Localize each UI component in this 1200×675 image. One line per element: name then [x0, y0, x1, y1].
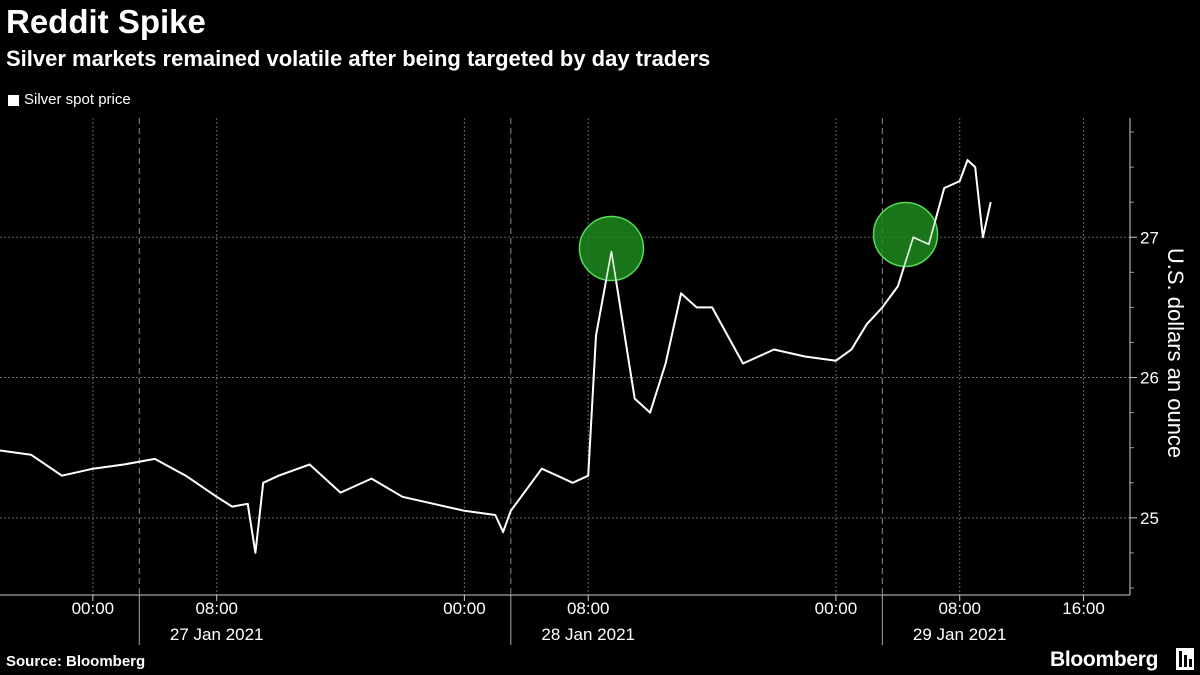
chart-subtitle: Silver markets remained volatile after b… — [6, 46, 711, 71]
x-date-label: 29 Jan 2021 — [913, 625, 1007, 644]
bloomberg-logo: Bloomberg — [1050, 648, 1159, 671]
bloomberg-terminal-icon — [1176, 648, 1194, 670]
x-tick-label: 00:00 — [815, 599, 858, 618]
x-date-label: 27 Jan 2021 — [170, 625, 264, 644]
y-tick-label: 27 — [1140, 228, 1159, 247]
source-note: Source: Bloomberg — [6, 653, 146, 670]
chart-title: Reddit Spike — [6, 3, 206, 40]
y-tick-label: 25 — [1140, 509, 1159, 528]
y-tick-label: 26 — [1140, 369, 1159, 388]
legend-swatch — [8, 94, 19, 106]
legend: Silver spot price — [8, 90, 131, 110]
x-tick-label: 08:00 — [195, 599, 238, 618]
x-tick-label: 08:00 — [567, 599, 610, 618]
legend-label: Silver spot price — [24, 91, 131, 108]
x-tick-label: 00:00 — [443, 599, 486, 618]
highlight-circle — [872, 201, 939, 268]
highlight-circle — [578, 215, 645, 282]
y-axis-label: U.S. dollars an ounce — [1163, 247, 1188, 459]
x-tick-label: 08:00 — [938, 599, 981, 618]
x-date-label: 28 Jan 2021 — [541, 625, 635, 644]
x-tick-label: 00:00 — [72, 599, 115, 618]
series-line-overlay — [0, 158, 992, 554]
x-tick-label: 16:00 — [1062, 599, 1105, 618]
